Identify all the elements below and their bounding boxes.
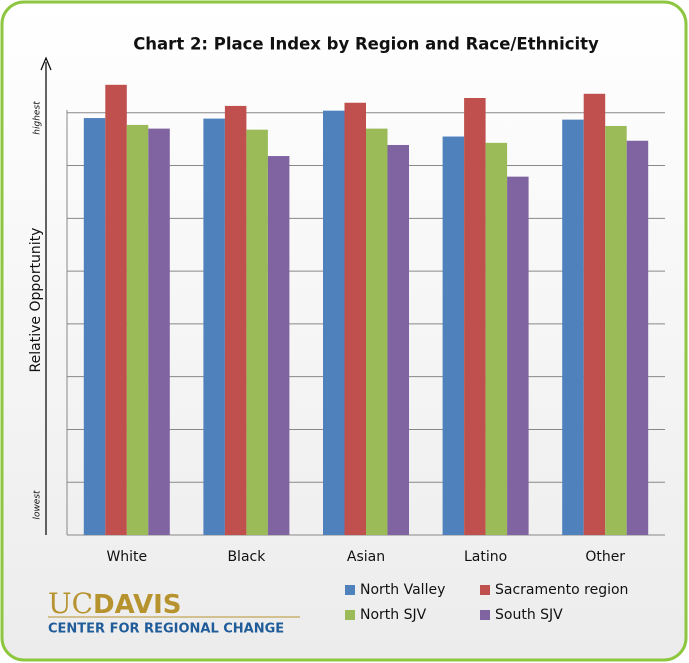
bar bbox=[224, 105, 247, 536]
bar bbox=[485, 142, 508, 535]
bar bbox=[83, 118, 106, 536]
x-tick-label: Asian bbox=[347, 549, 385, 565]
bar bbox=[605, 125, 627, 535]
x-tick-label: White bbox=[106, 549, 147, 565]
bar bbox=[323, 110, 345, 536]
bar bbox=[442, 136, 465, 535]
bar bbox=[562, 119, 584, 535]
bar bbox=[203, 118, 225, 535]
bar bbox=[267, 156, 290, 536]
bar bbox=[626, 140, 649, 535]
y-bottom-note: lowest bbox=[33, 490, 43, 520]
logo-uc: UC bbox=[48, 587, 93, 620]
bar bbox=[464, 98, 486, 535]
bar bbox=[583, 93, 606, 536]
arrow-head bbox=[40, 56, 52, 71]
y-axis-label: Relative Opportunity bbox=[28, 228, 44, 373]
legend-label: North Valley bbox=[360, 582, 445, 598]
logo-text: UCDAVIS bbox=[48, 587, 182, 620]
bar bbox=[507, 176, 529, 535]
legend-swatch bbox=[345, 610, 355, 620]
bar bbox=[126, 124, 149, 536]
bar bbox=[105, 84, 127, 536]
x-tick-label: Latino bbox=[464, 549, 507, 565]
bar bbox=[246, 129, 268, 535]
legend-label: North SJV bbox=[360, 607, 427, 623]
bar bbox=[366, 128, 388, 535]
x-tick-label: Other bbox=[585, 549, 625, 565]
legend-swatch bbox=[345, 585, 355, 595]
bar bbox=[344, 102, 366, 535]
x-tick-label: Black bbox=[227, 549, 266, 565]
legend-label: South SJV bbox=[495, 607, 563, 623]
legend-swatch bbox=[480, 585, 490, 595]
logo-subtitle: CENTER FOR REGIONAL CHANGE bbox=[48, 622, 284, 637]
bar bbox=[387, 144, 409, 535]
legend-label: Sacramento region bbox=[495, 582, 628, 598]
bar bbox=[148, 128, 170, 535]
y-top-note: highest bbox=[33, 101, 43, 135]
chart-title: Chart 2: Place Index by Region and Race/… bbox=[133, 35, 599, 54]
legend-swatch bbox=[480, 610, 490, 620]
logo-davis: DAVIS bbox=[93, 590, 181, 620]
